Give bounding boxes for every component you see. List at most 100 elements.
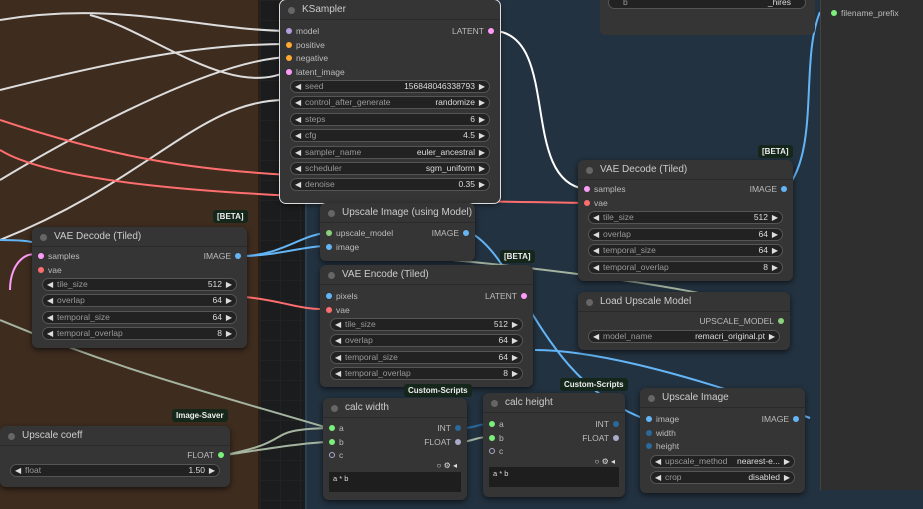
node-title[interactable]: Upscale Image (using Model)	[320, 203, 475, 223]
top-node[interactable]: b _hires	[600, 0, 815, 35]
widget-temporal-size[interactable]: ◀ temporal_size 64 ▶	[42, 310, 237, 324]
node-toolbar-icons[interactable]: ○ ⚙ ◂	[595, 457, 615, 466]
decrement-arrow-icon[interactable]: ◀	[593, 332, 600, 341]
output-image[interactable]: IMAGE	[204, 251, 243, 261]
node-title[interactable]: Upscale Image	[640, 388, 805, 408]
input-b[interactable]: b	[327, 437, 344, 447]
gear-icon[interactable]: ⚙	[443, 461, 453, 470]
decrement-arrow-icon[interactable]: ◀	[47, 328, 54, 338]
input-a[interactable]: a	[327, 423, 344, 433]
increment-arrow-icon[interactable]: ▶	[783, 473, 790, 482]
increment-arrow-icon[interactable]: ▶	[783, 457, 790, 466]
widget-temporal-overlap[interactable]: ◀ temporal_overlap 8 ▶	[330, 366, 523, 380]
expression-textarea[interactable]: a * b	[329, 472, 461, 492]
increment-arrow-icon[interactable]: ▶	[208, 466, 215, 475]
node-title[interactable]: KSampler	[280, 0, 500, 20]
widget-overlap[interactable]: ◀ overlap 64 ▶	[588, 227, 783, 241]
output-image[interactable]: IMAGE	[432, 228, 471, 238]
output-float[interactable]: FLOAT	[582, 433, 621, 443]
node-calc-width[interactable]: calc width a b c INT FLOAT ○ ⚙ ◂ a * b	[323, 398, 467, 500]
input-height[interactable]: height	[644, 441, 679, 451]
increment-arrow-icon[interactable]: ▶	[225, 328, 232, 338]
input-latent_image[interactable]: latent_image	[284, 67, 345, 77]
increment-arrow-icon[interactable]: ▶	[225, 280, 232, 289]
increment-arrow-icon[interactable]: ▶	[478, 147, 485, 157]
widget-tile-size[interactable]: ◀ tile_size 512 ▶	[588, 211, 783, 224]
collapse-dot-icon[interactable]	[40, 234, 47, 241]
increment-arrow-icon[interactable]: ▶	[478, 98, 485, 108]
node-ksampler[interactable]: KSampler model positive negative latent_imag…	[279, 0, 501, 204]
node-title[interactable]: calc width	[323, 398, 467, 418]
widget-float[interactable]: ◀ float 1.50 ▶	[10, 464, 220, 477]
node-toolbar-icons[interactable]: ○ ⚙ ◂	[437, 461, 457, 470]
input-samples[interactable]: samples	[36, 251, 80, 261]
node-title[interactable]: VAE Decode (Tiled)	[32, 227, 247, 247]
increment-arrow-icon[interactable]: ▶	[478, 180, 485, 190]
decrement-arrow-icon[interactable]: ◀	[295, 98, 302, 108]
widget-model-name[interactable]: ◀ model_name remacri_original.pt ▶	[588, 330, 780, 343]
widget-temporal-size[interactable]: ◀ temporal_size 64 ▶	[588, 244, 783, 257]
circle-icon[interactable]: ○	[436, 461, 444, 470]
node-title[interactable]: Upscale coeff	[0, 426, 230, 446]
input-width[interactable]: width	[644, 428, 676, 438]
increment-arrow-icon[interactable]: ▶	[768, 332, 775, 341]
increment-arrow-icon[interactable]: ▶	[478, 82, 485, 91]
decrement-arrow-icon[interactable]: ◀	[655, 457, 662, 466]
output-image[interactable]: IMAGE	[762, 414, 801, 424]
decrement-arrow-icon[interactable]: ◀	[335, 352, 342, 362]
decrement-arrow-icon[interactable]: ◀	[335, 336, 342, 346]
input-negative[interactable]: negative	[284, 53, 328, 63]
widget-tile-size[interactable]: ◀ tile_size 512 ▶	[330, 318, 523, 331]
input-upscale_model[interactable]: upscale_model	[324, 228, 393, 238]
collapse-dot-icon[interactable]	[648, 395, 655, 402]
node-vae-decode-tiled-right[interactable]: VAE Decode (Tiled) samples vae IMAGE ◀ tile_s…	[578, 160, 793, 281]
widget-temporal-size[interactable]: ◀ temporal_size 64 ▶	[330, 350, 523, 364]
output-float[interactable]: FLOAT	[187, 450, 226, 460]
collapse-dot-icon[interactable]	[586, 299, 593, 306]
gear-icon[interactable]: ⚙	[601, 457, 611, 466]
input-vae[interactable]: vae	[324, 305, 350, 315]
increment-arrow-icon[interactable]: ▶	[771, 213, 778, 222]
widget-crop[interactable]: ◀ crop disabled ▶	[650, 471, 795, 484]
right-node-panel[interactable]: filename_prefix	[820, 0, 923, 490]
decrement-arrow-icon[interactable]: ◀	[47, 280, 54, 289]
increment-arrow-icon[interactable]: ▶	[511, 336, 518, 346]
decrement-arrow-icon[interactable]: ◀	[593, 229, 600, 239]
output-latent[interactable]: LATENT	[485, 291, 529, 301]
input-positive[interactable]: positive	[284, 40, 325, 50]
widget-upscale-method[interactable]: ◀ upscale_method nearest-e... ▶	[650, 455, 795, 468]
output-int[interactable]: INT	[595, 419, 621, 429]
input-samples[interactable]: samples	[582, 184, 626, 194]
node-upscale-with-model[interactable]: Upscale Image (using Model) upscale_model…	[320, 203, 475, 261]
increment-arrow-icon[interactable]: ▶	[771, 246, 778, 255]
increment-arrow-icon[interactable]: ▶	[511, 320, 518, 329]
increment-arrow-icon[interactable]: ▶	[478, 164, 485, 173]
decrement-arrow-icon[interactable]: ◀	[593, 246, 600, 255]
output-float[interactable]: FLOAT	[424, 437, 463, 447]
widget-tile-size[interactable]: ◀ tile_size 512 ▶	[42, 278, 237, 291]
increment-arrow-icon[interactable]: ▶	[511, 368, 518, 378]
node-title[interactable]: Load Upscale Model	[578, 292, 790, 312]
decrement-arrow-icon[interactable]: ◀	[47, 312, 54, 322]
widget-b[interactable]: b _hires	[608, 0, 806, 9]
input-pixels[interactable]: pixels	[324, 291, 358, 301]
output-latent[interactable]: LATENT	[452, 26, 496, 36]
input-image[interactable]: image	[644, 414, 679, 424]
widget-temporal-overlap[interactable]: ◀ temporal_overlap 8 ▶	[42, 326, 237, 340]
node-title[interactable]: VAE Encode (Tiled)	[320, 265, 533, 285]
input-b[interactable]: b	[487, 433, 504, 443]
circle-icon[interactable]: ○	[594, 457, 602, 466]
output-upscale_model[interactable]: UPSCALE_MODEL	[699, 316, 786, 326]
input-filename-prefix[interactable]: filename_prefix	[829, 8, 899, 18]
decrement-arrow-icon[interactable]: ◀	[295, 180, 302, 190]
increment-arrow-icon[interactable]: ▶	[225, 296, 232, 306]
decrement-arrow-icon[interactable]: ◀	[295, 147, 302, 157]
input-c[interactable]: c	[327, 450, 343, 460]
increment-arrow-icon[interactable]: ▶	[478, 131, 485, 141]
widget-overlap[interactable]: ◀ overlap 64 ▶	[330, 334, 523, 348]
widget-steps[interactable]: ◀ steps 6 ▶	[290, 112, 490, 126]
node-upscale-image[interactable]: Upscale Image image width height IMAGE ◀ upsca…	[640, 388, 805, 493]
input-image[interactable]: image	[324, 242, 359, 252]
node-vae-decode-tiled-left[interactable]: VAE Decode (Tiled) samples vae IMAGE ◀ tile_s…	[32, 227, 247, 348]
increment-arrow-icon[interactable]: ▶	[771, 229, 778, 239]
